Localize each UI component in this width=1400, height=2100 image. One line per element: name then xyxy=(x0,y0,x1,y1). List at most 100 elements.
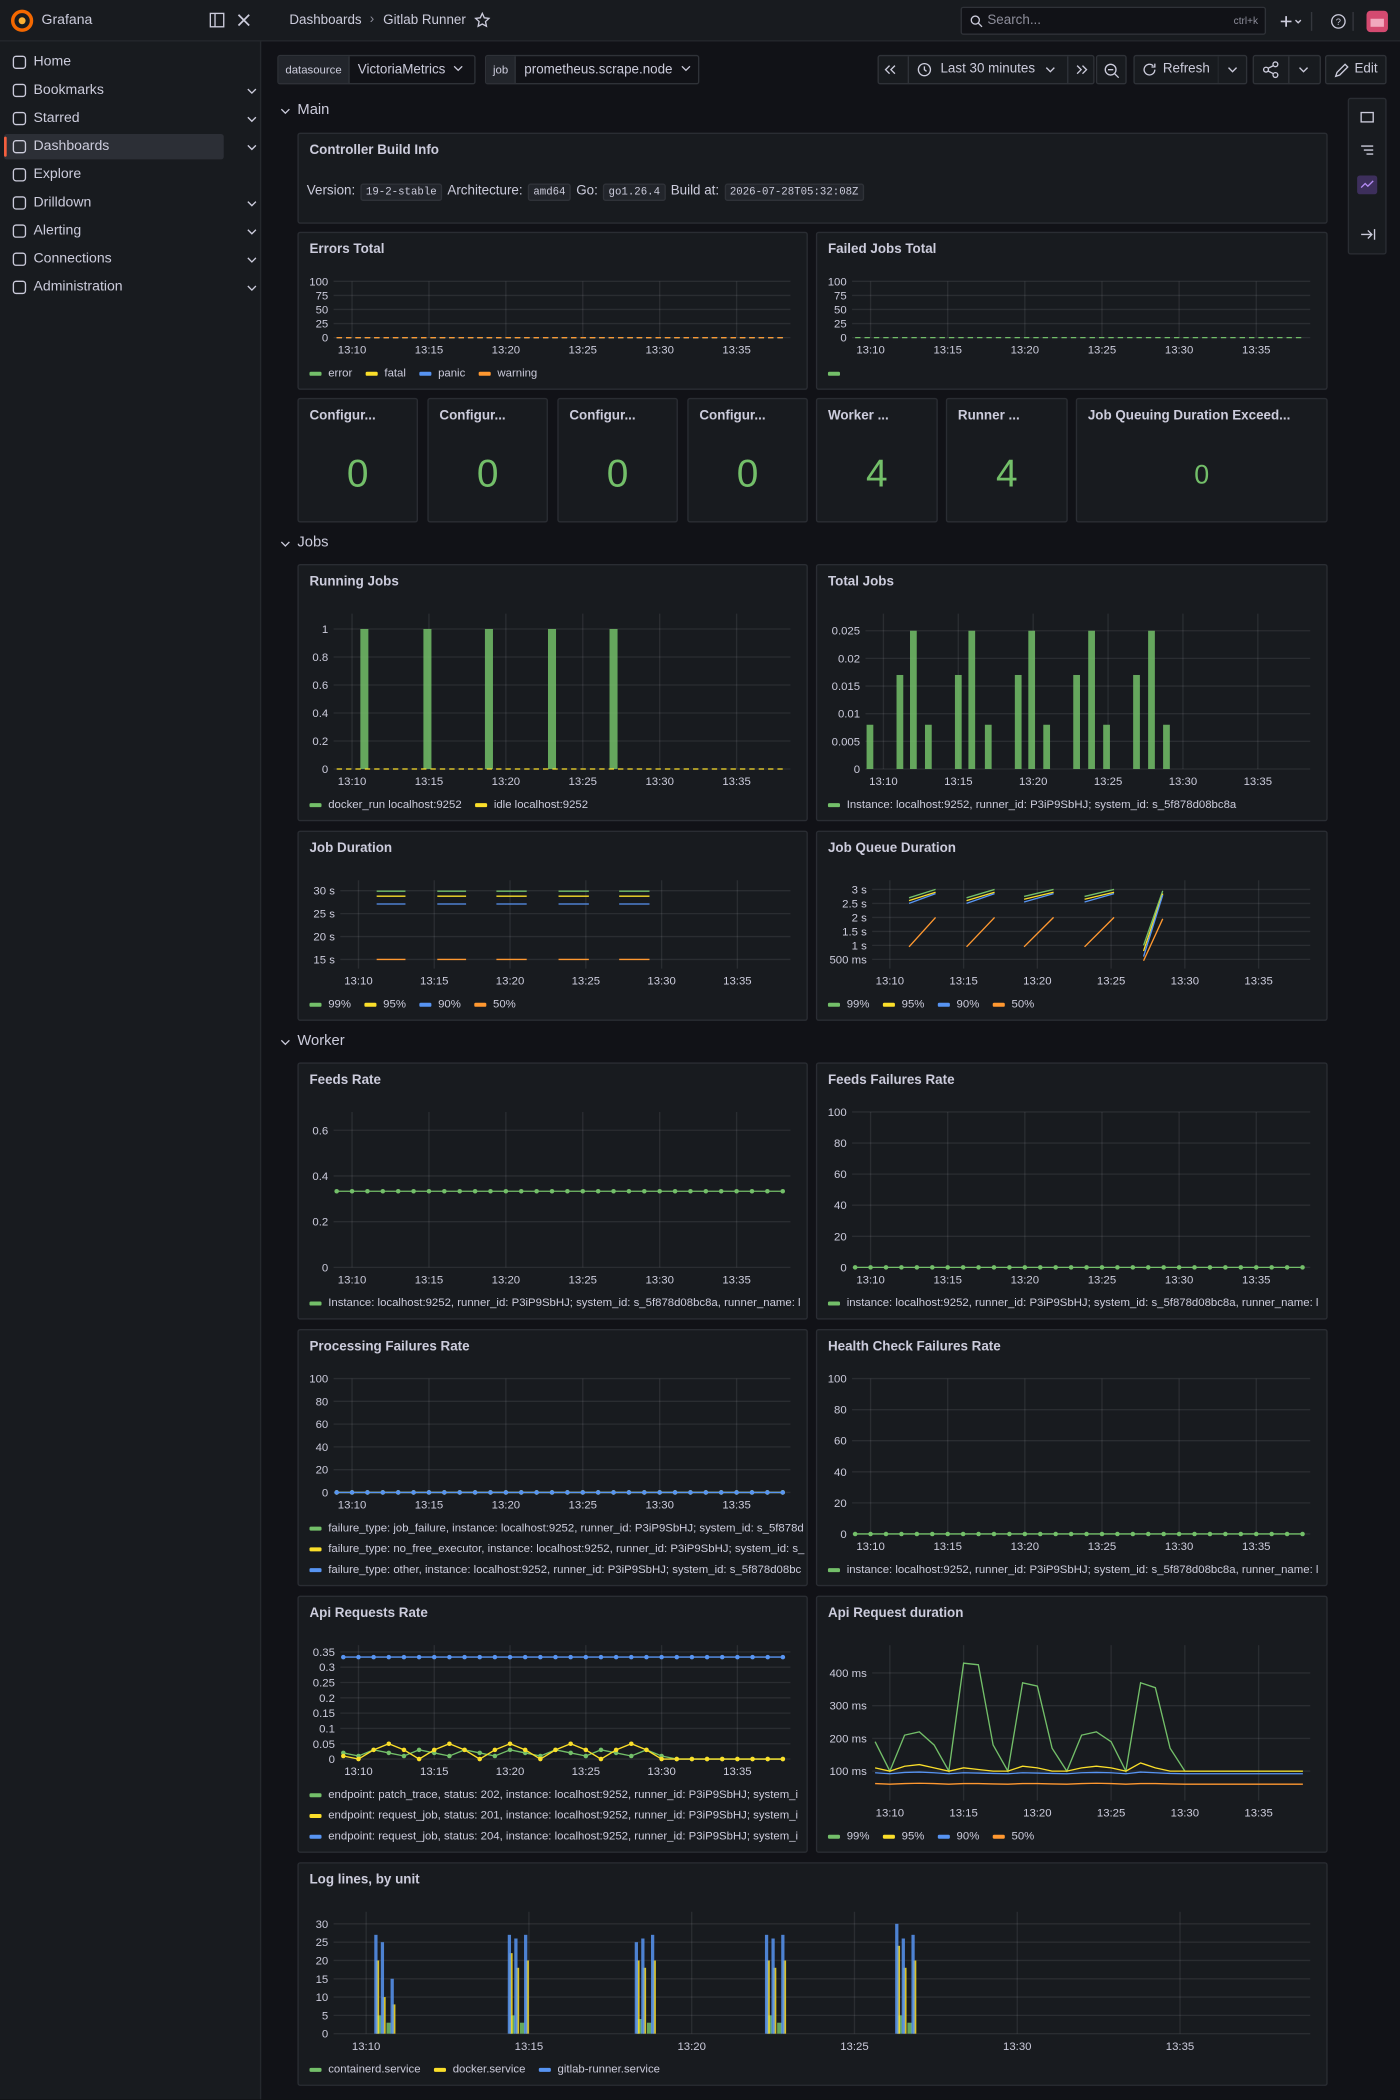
edit-label: Edit xyxy=(1354,61,1378,77)
bar xyxy=(1163,724,1170,769)
legend-swatch xyxy=(992,1002,1005,1007)
time-controls[interactable]: Last 30 minutes xyxy=(877,54,1095,85)
y-tick-label: 0.6 xyxy=(312,680,328,692)
x-tick-label: 13:15 xyxy=(944,776,972,788)
stat-panel: Runner ... 4 xyxy=(945,397,1068,523)
nav-item[interactable]: Connections xyxy=(4,247,257,272)
chart-panel: Processing Failures Rate 0 20 40 60 80 100 13:1… xyxy=(297,1328,808,1587)
y-tick-label: 3 s xyxy=(852,884,867,896)
edit-icon xyxy=(1334,63,1349,78)
data-point xyxy=(538,1756,543,1762)
x-tick-label: 13:20 xyxy=(1023,1808,1051,1820)
data-point xyxy=(341,1654,346,1660)
data-point xyxy=(507,1741,513,1747)
data-point xyxy=(522,1747,528,1753)
x-tick-label: 13:35 xyxy=(1242,1541,1270,1553)
x-tick-label: 13:30 xyxy=(1171,1808,1199,1820)
data-point xyxy=(960,1531,966,1537)
data-point xyxy=(657,1188,662,1194)
edit-button[interactable]: Edit xyxy=(1324,54,1387,85)
data-point xyxy=(899,1265,904,1270)
x-tick-label: 13:10 xyxy=(338,1500,366,1512)
legend-label: 95% xyxy=(902,1830,925,1842)
data-point xyxy=(595,1490,601,1495)
x-tick-label: 13:25 xyxy=(1088,345,1116,357)
x-tick-label: 13:10 xyxy=(856,345,884,357)
toolbar-icons[interactable] xyxy=(1349,99,1385,253)
data-point xyxy=(371,1654,376,1660)
x-tick-label: 13:20 xyxy=(496,1766,524,1778)
chart: 500 ms 1 s 1.5 s 2 s 2.5 s 3 s 13:10 13:15 13:20… xyxy=(827,880,1311,1010)
breadcrumb[interactable]: Dashboards xyxy=(289,13,362,29)
data-point xyxy=(672,1188,678,1194)
data-point xyxy=(472,1490,478,1495)
data-point xyxy=(780,1490,786,1495)
chart: 0 20 40 60 80 100 13:10 13:15 13:20 13:25 13:30 13:… xyxy=(828,1107,1319,1309)
panel-title: Api Request duration xyxy=(827,1606,964,1622)
nav-item[interactable]: Drilldown xyxy=(4,190,257,215)
breadcrumb[interactable]: Gitlab Runner xyxy=(383,13,466,29)
nav-item[interactable]: Bookmarks xyxy=(4,78,257,103)
bar xyxy=(386,2022,392,2034)
x-tick-label: 13:20 xyxy=(1011,345,1039,357)
y-tick-label: 10 xyxy=(316,1992,329,2004)
bar xyxy=(360,628,369,769)
bar xyxy=(547,628,557,769)
y-tick-label: 15 xyxy=(316,1974,329,1986)
x-tick-label: 13:25 xyxy=(569,345,597,357)
y-tick-label: 1 xyxy=(322,624,328,636)
zoom-icon xyxy=(1104,63,1120,79)
panel-title: Errors Total xyxy=(309,242,385,258)
data-point xyxy=(488,1188,493,1194)
legend-swatch xyxy=(937,1834,950,1839)
refresh-button[interactable]: Refresh xyxy=(1133,54,1248,85)
nav-item[interactable]: Alerting xyxy=(4,218,257,243)
data-point xyxy=(735,1756,740,1762)
x-tick-label: 13:30 xyxy=(1165,1274,1193,1286)
top-actions[interactable]: ? xyxy=(1275,9,1396,33)
data-point xyxy=(431,1747,437,1753)
y-tick-label: 0.4 xyxy=(312,708,328,720)
icon-shape xyxy=(12,252,27,266)
nav-item[interactable]: Administration xyxy=(4,275,257,300)
x-tick-label: 13:25 xyxy=(572,976,600,988)
data-point xyxy=(976,1531,981,1537)
x-tick-label: 13:15 xyxy=(949,1808,977,1820)
zoom-out[interactable] xyxy=(1095,54,1127,85)
x-tick-label: 13:20 xyxy=(492,776,520,788)
variable-datasource[interactable]: datasource VictoriaMetrics xyxy=(277,54,476,85)
stat-panel: Configur... 0 xyxy=(427,397,548,523)
x-tick-label: 13:20 xyxy=(1011,1274,1039,1286)
y-tick-label: 80 xyxy=(834,1405,847,1417)
y-tick-label: 0 xyxy=(840,333,846,345)
y-tick-label: 0.005 xyxy=(832,736,860,748)
nav-item[interactable]: Starred xyxy=(4,106,257,131)
legend-swatch xyxy=(309,1813,322,1818)
dock-buttons[interactable] xyxy=(209,12,255,29)
x-tick-label: 13:10 xyxy=(856,1541,884,1553)
search-box[interactable]: Search... ctrl+k xyxy=(960,6,1267,35)
y-tick-label: 0.05 xyxy=(313,1739,335,1751)
nav-item[interactable]: Home xyxy=(4,50,224,75)
star-button[interactable] xyxy=(474,12,491,28)
data-point xyxy=(750,1654,755,1660)
data-point xyxy=(1115,1531,1120,1537)
x-tick-label: 13:15 xyxy=(415,776,443,788)
nav-item[interactable]: Dashboards xyxy=(4,133,257,160)
stat-value: 0 xyxy=(476,452,499,496)
share-button[interactable] xyxy=(1252,54,1321,85)
data-point xyxy=(431,1654,437,1660)
x-tick-label: 13:30 xyxy=(645,345,673,357)
bar xyxy=(380,1942,385,2034)
x-tick-label: 13:30 xyxy=(645,1500,673,1512)
chart-panel: Health Check Failures Rate 0 20 40 60 80 100 13… xyxy=(815,1328,1328,1587)
variable-job[interactable]: job prometheus.scrape.node xyxy=(484,54,700,85)
top-bar: Grafana Dashboards › Gitlab Runner Searc… xyxy=(0,0,1400,42)
data-point xyxy=(401,1747,407,1753)
data-point xyxy=(626,1490,632,1495)
y-tick-label: 0 xyxy=(322,2029,328,2041)
build-fields: Version: 19-2-stable Architecture: amd64 Go:… xyxy=(307,177,869,201)
nav-item[interactable]: Explore xyxy=(4,162,224,187)
y-tick-label: 30 xyxy=(316,1919,329,1931)
svg-text:?: ? xyxy=(1336,17,1341,27)
